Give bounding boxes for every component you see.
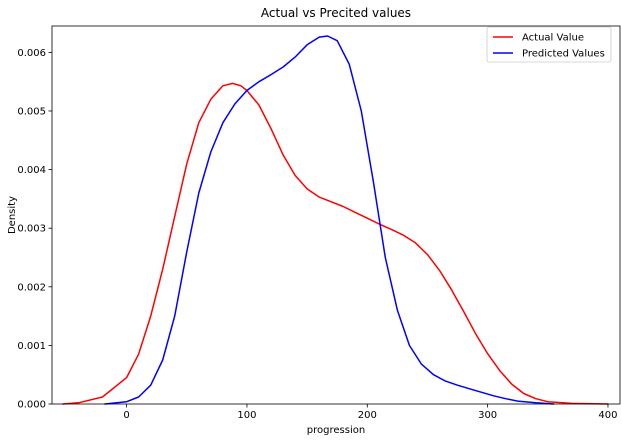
chart-title: Actual vs Precited values bbox=[261, 6, 411, 20]
x-tick-label: 400 bbox=[598, 410, 617, 421]
y-tick-label: 0.005 bbox=[17, 106, 46, 117]
x-axis-label: progression bbox=[307, 425, 365, 436]
plot-frame bbox=[51, 25, 621, 405]
y-tick-label: 0.001 bbox=[17, 341, 46, 352]
x-tick-label: 0 bbox=[123, 410, 129, 421]
y-ticks: 0.000 0.001 0.002 0.003 0.004 0.005 0.006 bbox=[17, 48, 52, 411]
lines-layer bbox=[62, 35, 609, 405]
x-tick-label: 300 bbox=[478, 410, 497, 421]
legend-box bbox=[486, 26, 612, 63]
y-tick-label: 0.000 bbox=[17, 400, 46, 411]
plot-area bbox=[52, 26, 620, 404]
x-tick-label: 200 bbox=[358, 410, 377, 421]
y-tick-label: 0.002 bbox=[17, 282, 46, 293]
legend: Actual Value Predicted Values bbox=[486, 26, 612, 63]
series-line-predicted bbox=[104, 35, 555, 405]
legend-label: Actual Value bbox=[522, 33, 584, 44]
y-tick-label: 0.006 bbox=[17, 48, 46, 59]
y-tick-label: 0.003 bbox=[17, 224, 46, 235]
legend-label: Predicted Values bbox=[522, 49, 605, 60]
y-tick-label: 0.004 bbox=[17, 165, 46, 176]
series-line-actual bbox=[62, 82, 609, 405]
x-ticks: 0 100 200 300 400 bbox=[123, 404, 618, 421]
y-axis-label: Density bbox=[7, 196, 18, 234]
x-tick-label: 100 bbox=[237, 410, 256, 421]
